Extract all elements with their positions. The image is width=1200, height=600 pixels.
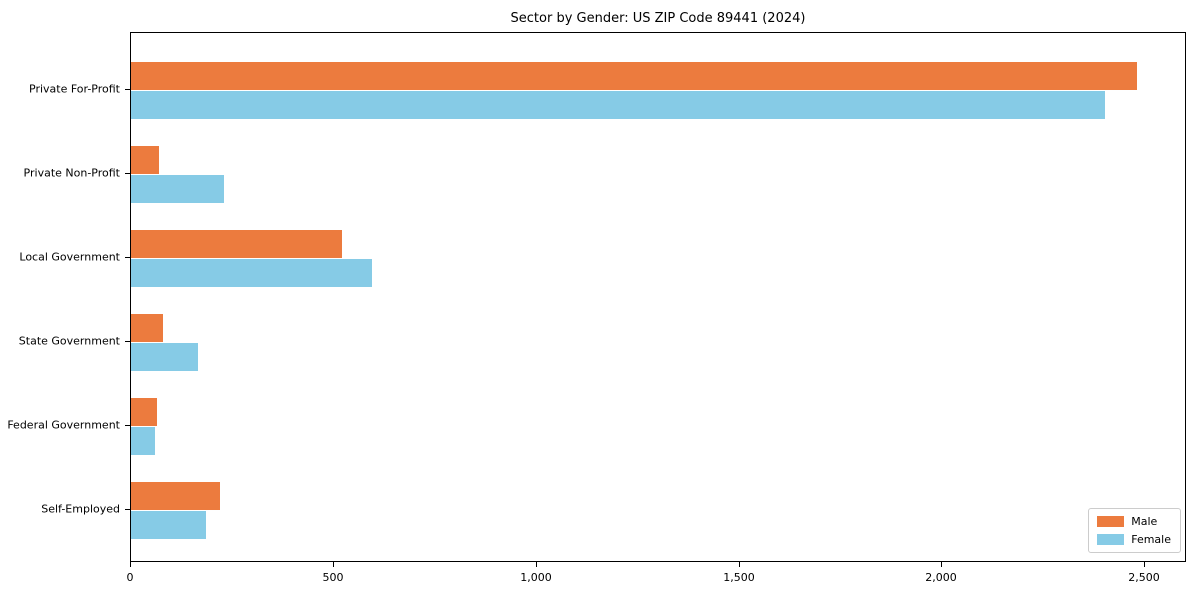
bar-female-federal-government	[131, 427, 155, 455]
y-axis-tick	[125, 173, 130, 174]
x-tick-label-1-000: 1,000	[520, 571, 552, 584]
legend-label-male: Male	[1131, 515, 1158, 528]
legend-label-female: Female	[1131, 533, 1171, 546]
x-axis-tick	[536, 562, 537, 567]
x-axis-tick	[739, 562, 740, 567]
y-axis-tick	[125, 509, 130, 510]
bar-male-private-for-profit	[131, 62, 1137, 90]
plot-area: Male Female	[130, 32, 1186, 562]
x-tick-label-500: 500	[322, 571, 344, 584]
x-axis-tick	[1144, 562, 1145, 567]
y-label-state-government: State Government	[18, 334, 120, 348]
x-tick-label-2-500: 2,500	[1128, 571, 1160, 584]
y-axis-tick	[125, 425, 130, 426]
y-axis-tick	[125, 89, 130, 90]
bar-male-federal-government	[131, 398, 157, 426]
y-label-private-non-profit: Private Non-Profit	[23, 166, 120, 180]
bar-female-self-employed	[131, 511, 206, 539]
x-axis-tick	[130, 562, 131, 567]
bar-female-state-government	[131, 343, 198, 371]
y-label-local-government: Local Government	[19, 250, 120, 264]
y-label-federal-government: Federal Government	[7, 418, 120, 432]
bar-female-private-for-profit	[131, 91, 1105, 119]
y-label-self-employed: Self-Employed	[41, 502, 120, 516]
bar-male-state-government	[131, 314, 163, 342]
y-label-private-for-profit: Private For-Profit	[29, 82, 120, 96]
x-axis-tick	[333, 562, 334, 567]
legend-swatch-female	[1097, 534, 1125, 545]
bar-female-local-government	[131, 259, 372, 287]
y-axis-tick	[125, 341, 130, 342]
legend: Male Female	[1088, 508, 1181, 553]
chart-title: Sector by Gender: US ZIP Code 89441 (202…	[510, 11, 806, 26]
legend-entry-female: Female	[1097, 533, 1171, 546]
x-axis-tick	[941, 562, 942, 567]
y-axis-tick	[125, 257, 130, 258]
x-tick-label-2-000: 2,000	[925, 571, 957, 584]
legend-entry-male: Male	[1097, 515, 1171, 528]
legend-swatch-male	[1097, 516, 1125, 527]
bar-male-local-government	[131, 230, 342, 258]
bar-female-private-non-profit	[131, 175, 224, 203]
bar-male-private-non-profit	[131, 146, 159, 174]
x-tick-label-1-500: 1,500	[723, 571, 755, 584]
bar-male-self-employed	[131, 482, 220, 510]
x-tick-label-0: 0	[126, 571, 134, 584]
